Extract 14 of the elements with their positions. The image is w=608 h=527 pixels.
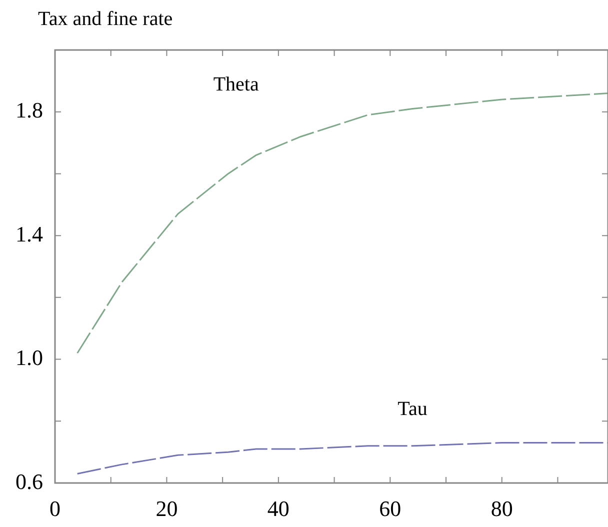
y-tick-label: 0.6 bbox=[16, 468, 43, 494]
x-tick-label: 0 bbox=[50, 496, 60, 521]
series-label: Tau bbox=[398, 398, 428, 420]
text: Theta bbox=[213, 73, 259, 96]
y-axis-title: Tax and fine rate bbox=[38, 8, 173, 31]
x-tick-label: 40 bbox=[267, 496, 290, 521]
x-tick-label: 60 bbox=[379, 496, 402, 521]
y-tick-label: 1.4 bbox=[16, 221, 43, 246]
x-tick-label: 80 bbox=[490, 496, 513, 521]
y-tick-label: 1.8 bbox=[16, 98, 43, 123]
x-tick-label: 20 bbox=[156, 496, 178, 521]
line-series bbox=[76, 442, 608, 474]
line-series bbox=[76, 92, 608, 354]
text: 1.0 bbox=[16, 345, 43, 370]
